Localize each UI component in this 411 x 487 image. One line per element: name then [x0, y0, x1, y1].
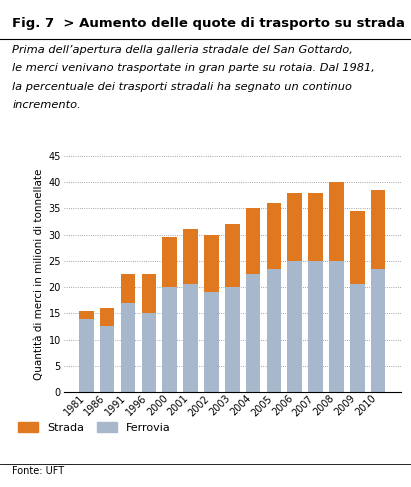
Bar — [204, 292, 219, 392]
Text: Fig. 7  > Aumento delle quote di trasporto su strada: Fig. 7 > Aumento delle quote di trasport… — [12, 17, 405, 30]
Bar — [100, 326, 114, 392]
Text: le merci venivano trasportate in gran parte su rotaia. Dal 1981,: le merci venivano trasportate in gran pa… — [12, 63, 375, 74]
Bar — [162, 237, 177, 287]
Bar — [183, 229, 198, 284]
Bar — [183, 284, 198, 392]
Text: incremento.: incremento. — [12, 100, 81, 111]
Bar — [225, 287, 240, 392]
Bar — [79, 318, 94, 392]
Bar — [100, 308, 114, 326]
Bar — [141, 274, 156, 313]
Bar — [267, 269, 281, 392]
Bar — [204, 235, 219, 292]
Bar — [225, 224, 240, 287]
Bar — [79, 311, 94, 318]
Text: Fonte: UFT: Fonte: UFT — [12, 466, 65, 476]
Bar — [287, 192, 302, 261]
Bar — [287, 261, 302, 392]
Bar — [329, 261, 344, 392]
Text: Prima dell’apertura della galleria stradale del San Gottardo,: Prima dell’apertura della galleria strad… — [12, 45, 353, 55]
Bar — [308, 192, 323, 261]
Bar — [329, 182, 344, 261]
Bar — [350, 211, 365, 284]
Bar — [246, 274, 260, 392]
Bar — [246, 208, 260, 274]
Y-axis label: Quantità di merci in milioni di tonnellate: Quantità di merci in milioni di tonnella… — [34, 168, 44, 380]
Bar — [350, 284, 365, 392]
Bar — [267, 203, 281, 269]
Bar — [308, 261, 323, 392]
Bar — [162, 287, 177, 392]
Bar — [121, 303, 135, 392]
Legend: Strada, Ferrovia: Strada, Ferrovia — [18, 422, 171, 433]
Bar — [141, 313, 156, 392]
Bar — [121, 274, 135, 303]
Bar — [371, 269, 386, 392]
Text: la percentuale dei trasporti stradali ha segnato un continuo: la percentuale dei trasporti stradali ha… — [12, 82, 352, 92]
Bar — [371, 190, 386, 269]
